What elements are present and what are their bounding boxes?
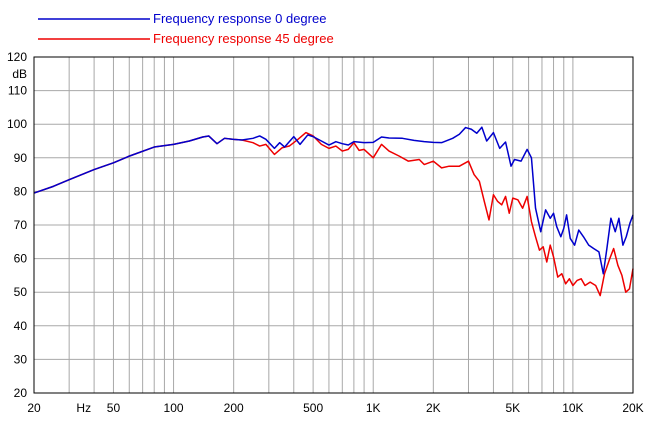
x-tick-label: 100: [164, 401, 184, 415]
y-tick-label: 70: [14, 218, 28, 232]
y-tick-label: 120: [7, 50, 27, 64]
x-tick-label: 20K: [622, 401, 643, 415]
y-tick-label: 90: [14, 151, 28, 165]
series-line-45-degree: [33, 131, 634, 297]
x-tick-label: 1K: [366, 401, 381, 415]
x-tick-label: 20: [27, 401, 41, 415]
y-axis-unit-label: dB: [12, 67, 27, 81]
grid: [34, 57, 633, 393]
x-tick-label: Hz: [76, 401, 91, 415]
y-tick-label: 80: [14, 184, 28, 198]
y-tick-label: 100: [7, 117, 27, 131]
legend-label-45-degree: Frequency response 45 degree: [153, 31, 334, 46]
legend-label-0-degree: Frequency response 0 degree: [153, 11, 326, 26]
y-tick-label: 110: [8, 84, 27, 98]
x-tick-label: 5K: [505, 401, 520, 415]
series-line-0-degree: [33, 126, 634, 275]
series-layer: [33, 126, 634, 297]
y-tick-label: 40: [14, 319, 28, 333]
y-tick-label: 60: [14, 252, 28, 266]
legend: Frequency response 0 degree Frequency re…: [38, 11, 334, 46]
x-tick-label: 10K: [562, 401, 583, 415]
plot-frame: [33, 56, 634, 394]
x-tick-label: 200: [224, 401, 244, 415]
y-tick-label: 50: [14, 285, 28, 299]
y-tick-label: 30: [14, 352, 28, 366]
x-tick-label: 2K: [426, 401, 441, 415]
y-tick-label: 20: [14, 386, 28, 400]
x-tick-label: 500: [303, 401, 323, 415]
x-tick-label: 50: [107, 401, 121, 415]
y-axis: 120 110 100 90 80 70 60 50 40 30 20: [7, 50, 27, 400]
x-axis: 20 Hz 50 100 200 500 1K 2K 5K 10K 20K: [27, 401, 643, 415]
